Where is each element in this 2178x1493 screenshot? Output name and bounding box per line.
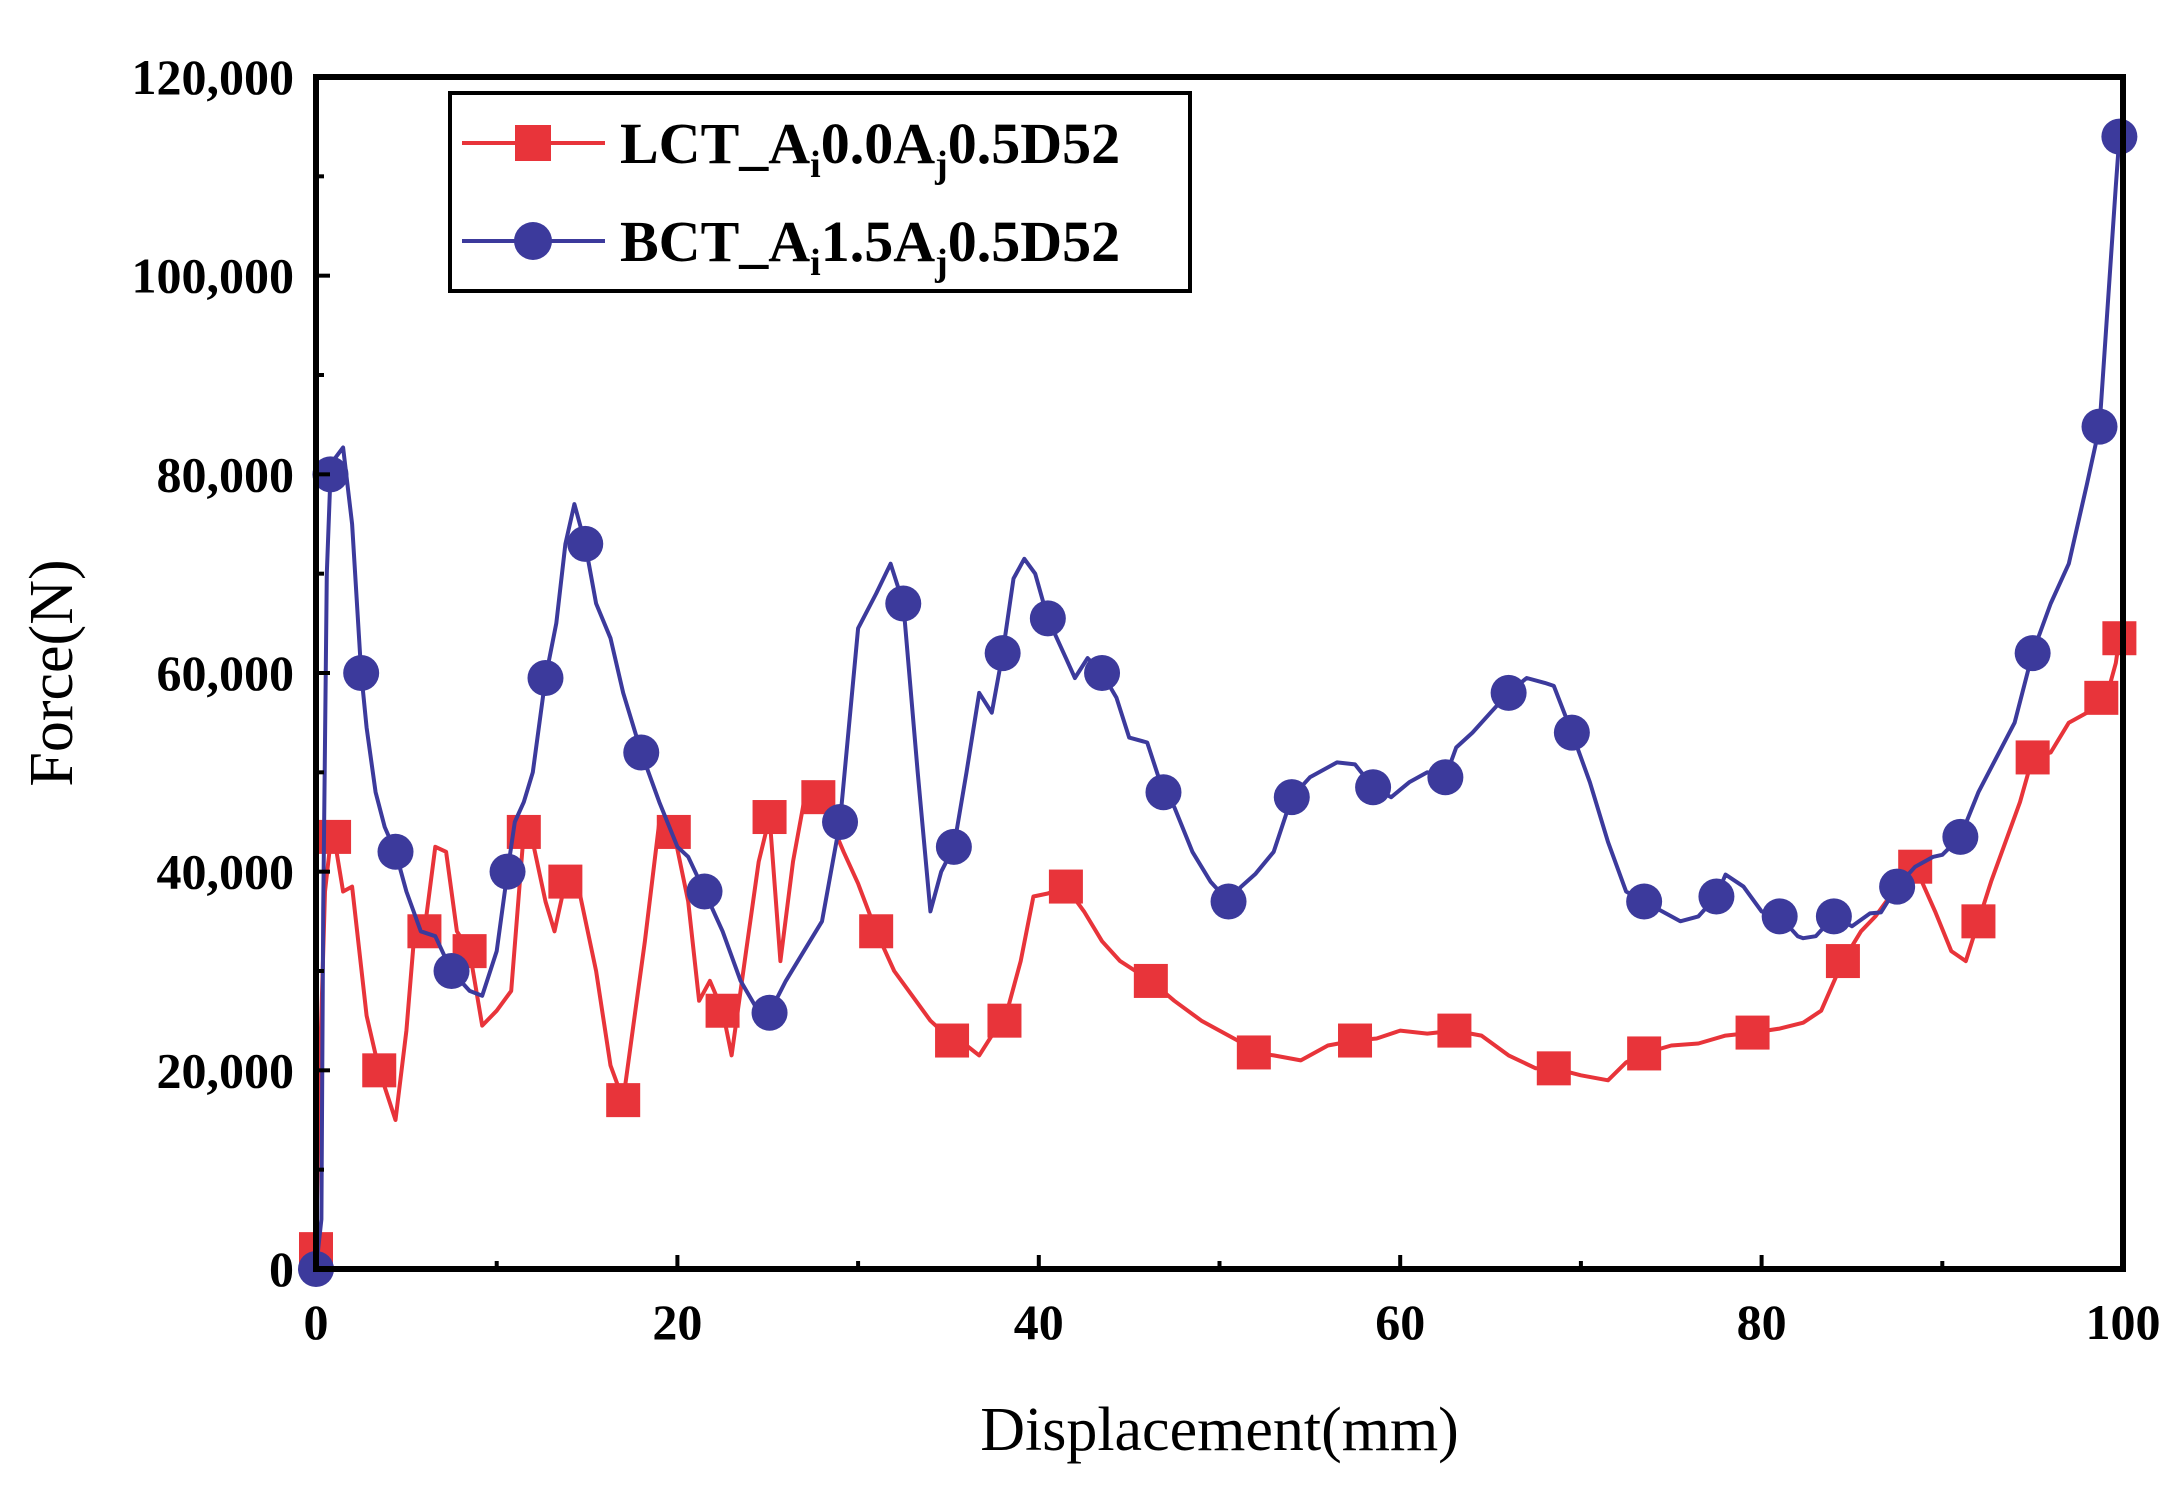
x-tick-label: 80 xyxy=(1737,1294,1787,1350)
data-point xyxy=(987,1003,1022,1038)
data-point xyxy=(1084,655,1121,691)
data-point xyxy=(1626,883,1663,920)
series-line xyxy=(314,636,2122,1252)
data-point xyxy=(1735,1015,1770,1050)
y-tick-label: 60,000 xyxy=(157,645,295,701)
y-tick-label: 40,000 xyxy=(157,844,295,900)
data-point xyxy=(984,635,1021,672)
y-tick-label: 120,000 xyxy=(132,49,295,105)
data-point xyxy=(1210,883,1247,920)
data-point xyxy=(312,456,349,493)
legend-marker xyxy=(514,222,552,260)
data-point xyxy=(343,655,380,691)
series-1 xyxy=(298,118,2138,1287)
data-point xyxy=(1048,869,1083,904)
axes-layer: 0 20 40 60 80 100 0 20,000 40,000 60,000 80,000 100… xyxy=(132,49,2161,1350)
data-point xyxy=(752,800,787,835)
data-point xyxy=(1437,1013,1472,1048)
series-line xyxy=(314,134,2122,1271)
data-point xyxy=(1553,714,1590,751)
data-point xyxy=(2102,621,2137,656)
y-tick-label: 20,000 xyxy=(157,1042,295,1098)
data-point xyxy=(1490,674,1527,711)
data-point xyxy=(377,833,414,870)
data-point xyxy=(1942,818,1979,855)
x-tick-label: 60 xyxy=(1375,1294,1425,1350)
data-point xyxy=(1536,1051,1571,1086)
data-point xyxy=(489,853,526,890)
data-point xyxy=(1133,963,1168,998)
y-axis-title: Force(N) xyxy=(18,559,86,786)
data-point xyxy=(1355,769,1392,806)
data-point xyxy=(1815,898,1852,935)
data-point xyxy=(2015,740,2050,775)
legend: LCT_Ai0.0Aj0.5D52 BCT_Ai1.5Aj0.5D52 xyxy=(448,91,1192,293)
data-point xyxy=(2081,408,2118,445)
data-point xyxy=(567,525,604,562)
data-point xyxy=(362,1053,397,1088)
legend-marker xyxy=(515,125,551,161)
data-point xyxy=(548,864,583,899)
x-tick-label: 20 xyxy=(652,1294,702,1350)
data-point xyxy=(686,873,723,910)
x-tick-label: 0 xyxy=(304,1294,329,1350)
legend-label: LCT_Ai0.0Aj0.5D52 xyxy=(620,111,1120,186)
data-point xyxy=(1236,1035,1271,1070)
legend-box xyxy=(448,91,1192,293)
data-point xyxy=(885,585,922,622)
legend-item: LCT_Ai0.0Aj0.5D52 xyxy=(462,111,1120,186)
data-point xyxy=(2014,635,2051,672)
data-point xyxy=(656,814,691,849)
data-point xyxy=(822,804,859,840)
data-point xyxy=(1961,904,1996,939)
x-tick-label: 100 xyxy=(2086,1294,2161,1350)
data-point xyxy=(1698,878,1735,915)
data-point xyxy=(527,659,564,696)
data-point xyxy=(1029,600,1066,637)
data-point xyxy=(623,734,660,771)
data-point xyxy=(1761,898,1798,935)
data-point xyxy=(1273,779,1310,816)
data-point xyxy=(1338,1023,1373,1058)
series-0 xyxy=(299,621,2137,1267)
data-point xyxy=(751,994,788,1031)
y-tick-label: 80,000 xyxy=(157,446,295,502)
data-point xyxy=(1627,1036,1662,1071)
x-tick-label: 40 xyxy=(1014,1294,1064,1350)
series-layer xyxy=(298,118,2138,1287)
data-point xyxy=(433,953,470,989)
x-axis-title: Displacement(mm) xyxy=(980,1396,1459,1464)
data-point xyxy=(2084,680,2119,715)
data-point xyxy=(1427,759,1464,796)
data-point xyxy=(1879,868,1916,905)
data-point xyxy=(705,993,740,1028)
data-point xyxy=(859,914,894,949)
data-point xyxy=(935,828,972,865)
data-point xyxy=(1145,774,1182,811)
y-tick-label: 0 xyxy=(269,1241,294,1297)
legend-item: BCT_Ai1.5Aj0.5D52 xyxy=(462,209,1120,284)
y-tick-label: 100,000 xyxy=(132,248,295,304)
data-point xyxy=(1825,944,1860,979)
data-point xyxy=(606,1083,641,1118)
legend-label: BCT_Ai1.5Aj0.5D52 xyxy=(620,209,1120,284)
data-point xyxy=(2101,118,2138,155)
data-point xyxy=(935,1023,970,1058)
